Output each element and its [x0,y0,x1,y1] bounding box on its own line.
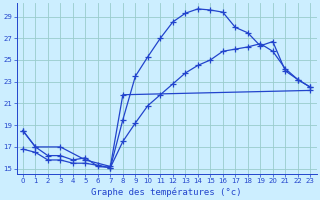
X-axis label: Graphe des températures (°c): Graphe des températures (°c) [91,187,242,197]
